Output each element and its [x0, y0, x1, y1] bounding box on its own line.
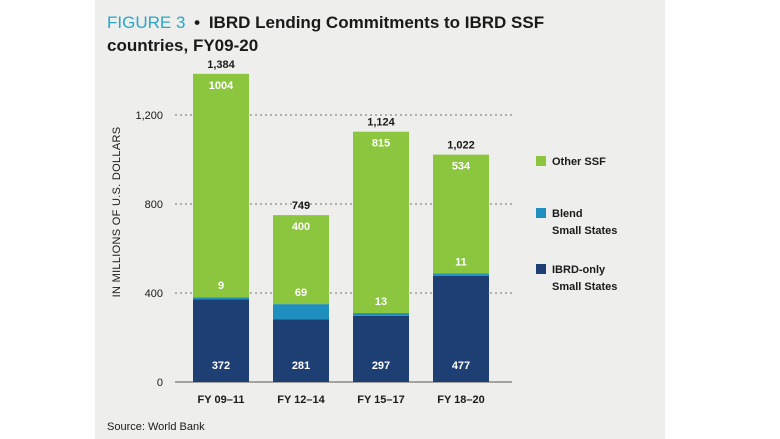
title-text: IBRD Lending Commitments to IBRD SSF cou… — [107, 13, 545, 55]
legend-label: Small States — [552, 281, 617, 293]
bar-segment — [353, 315, 409, 382]
y-tick-label: 800 — [145, 199, 163, 211]
bar-segment — [353, 131, 409, 314]
source-note: Source: World Bank — [107, 421, 205, 433]
data-label: 13 — [375, 296, 387, 308]
bar-segment — [193, 297, 249, 300]
data-label: 372 — [212, 360, 230, 372]
total-label: 749 — [292, 200, 310, 212]
data-label: 281 — [292, 360, 310, 372]
figure-title: FIGURE 3 • IBRD Lending Commitments to I… — [107, 11, 627, 57]
bar-segment — [433, 273, 489, 276]
data-label: 69 — [295, 287, 307, 299]
y-tick-label: 1,200 — [135, 110, 163, 122]
x-tick-label: FY 18–20 — [437, 394, 485, 406]
bar-segment — [273, 215, 329, 305]
legend-swatch — [536, 156, 546, 166]
data-label: 9 — [218, 280, 224, 292]
legend-label: IBRD-only — [552, 264, 606, 276]
x-tick-label: FY 09–11 — [198, 394, 245, 406]
y-axis-label: IN MILLIONS OF U.S. DOLLARS — [111, 127, 123, 298]
y-tick-label: 0 — [157, 377, 163, 389]
data-label: 400 — [292, 221, 310, 233]
legend-label: Small States — [552, 225, 617, 237]
data-label: 1004 — [209, 80, 234, 92]
figure-label: FIGURE 3 — [107, 13, 186, 32]
y-tick-label: 400 — [145, 288, 163, 300]
data-label: 11 — [455, 256, 467, 268]
total-label: 1,022 — [447, 140, 475, 152]
x-tick-label: FY 15–17 — [357, 394, 405, 406]
bar-segment — [273, 319, 329, 382]
x-tick-label: FY 12–14 — [277, 394, 325, 406]
legend-swatch — [536, 264, 546, 274]
bar-segment — [433, 154, 489, 274]
legend-swatch — [536, 208, 546, 218]
bar-segment — [353, 313, 409, 316]
legend-label: Blend — [552, 208, 583, 220]
data-label: 815 — [372, 138, 390, 150]
legend-label: Other SSF — [552, 156, 606, 168]
bar-segment — [193, 73, 249, 298]
bar-segment — [193, 299, 249, 382]
bar-segment — [273, 304, 329, 320]
total-label: 1,124 — [367, 117, 395, 129]
data-label: 297 — [372, 360, 390, 372]
bar-segment — [433, 275, 489, 382]
title-bullet: • — [194, 13, 201, 32]
data-label: 534 — [452, 161, 471, 173]
total-label: 1,384 — [207, 59, 235, 71]
data-label: 477 — [452, 360, 470, 372]
